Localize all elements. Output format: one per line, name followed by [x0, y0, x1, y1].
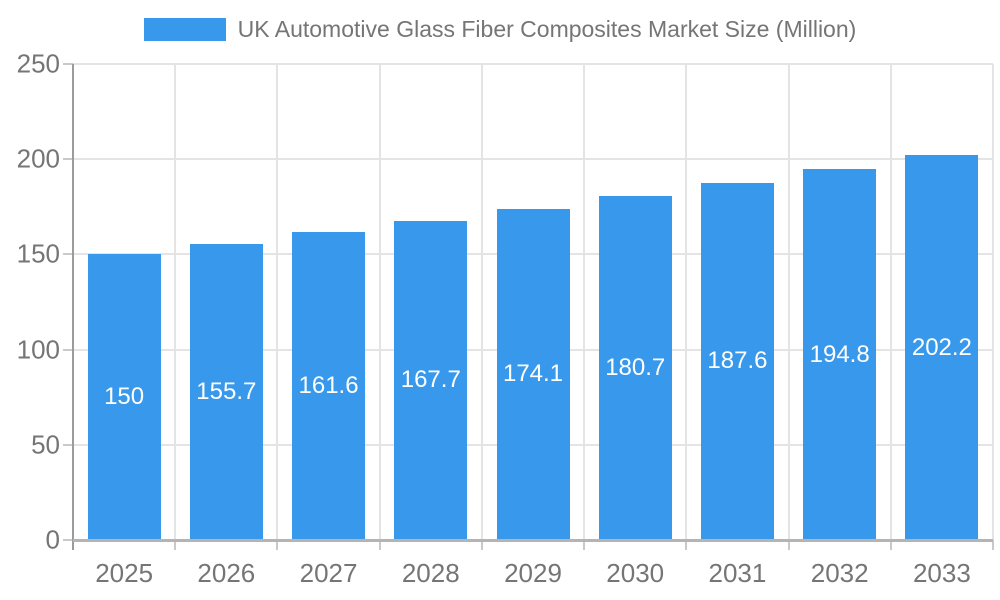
y-axis-tick-label: 100: [16, 334, 60, 365]
y-axis-tick: [63, 158, 73, 161]
bar-value-label: 187.6: [707, 347, 768, 375]
x-axis-tick: [685, 540, 688, 550]
bar-value-label: 155.7: [196, 377, 257, 405]
bar-2033: [905, 155, 979, 540]
x-gridline: [992, 64, 994, 540]
x-axis-category-label: 2030: [606, 558, 665, 588]
x-axis-category-label: 2025: [95, 558, 154, 588]
x-axis-category-label: 2032: [810, 558, 869, 588]
bar-2031: [700, 182, 774, 540]
x-gridline: [480, 64, 483, 540]
bar-value-label: 150: [104, 383, 145, 411]
x-axis-tick: [787, 540, 790, 550]
x-axis-tick: [889, 540, 892, 550]
x-axis-line: [73, 539, 993, 542]
x-axis-tick: [276, 540, 279, 550]
y-axis-tick: [63, 63, 73, 65]
bar-2029: [496, 208, 570, 540]
y-axis-tick: [63, 253, 73, 256]
bar-value-label: 174.1: [502, 360, 564, 388]
bar-value-label: 167.7: [400, 366, 461, 394]
y-axis-tick: [63, 443, 73, 446]
bar-2028: [394, 220, 468, 540]
y-axis-tick: [63, 539, 73, 541]
y-gridline: [73, 158, 993, 161]
y-axis-tick: [63, 348, 73, 351]
x-axis-category-label: 2033: [912, 558, 971, 588]
x-axis-tick: [480, 540, 483, 550]
bar-value-label: 161.6: [298, 372, 359, 400]
x-axis-category-label: 2027: [299, 558, 358, 588]
bar-value-label: 194.8: [809, 340, 870, 368]
x-gridline: [378, 64, 381, 540]
legend-swatch-icon: [143, 17, 226, 41]
x-gridline: [685, 64, 688, 540]
legend-label: UK Automotive Glass Fiber Composites Mar…: [237, 15, 857, 42]
y-axis-tick-label: 250: [16, 48, 60, 79]
x-axis-tick: [583, 540, 586, 550]
y-axis-tick-label: 0: [45, 524, 60, 555]
x-axis-tick: [992, 540, 994, 550]
bar-value-label: 202.2: [911, 333, 972, 361]
legend-item[interactable]: UK Automotive Glass Fiber Composites Mar…: [0, 12, 1000, 46]
y-axis-tick-label: 50: [31, 429, 60, 460]
y-axis-line: [72, 64, 74, 550]
bar-2027: [292, 232, 366, 540]
x-gridline: [787, 64, 790, 540]
y-gridline: [73, 63, 993, 65]
x-axis-tick: [378, 540, 381, 550]
x-gridline: [889, 64, 892, 540]
x-axis-category-label: 2026: [197, 558, 256, 588]
bar-2030: [598, 195, 672, 540]
x-axis-tick: [174, 540, 177, 550]
x-gridline: [276, 64, 279, 540]
x-gridline: [174, 64, 177, 540]
bar-2026: [189, 243, 263, 540]
y-axis-tick-label: 200: [16, 143, 60, 174]
x-axis-category-label: 2031: [708, 558, 767, 588]
x-axis-category-label: 2028: [401, 558, 460, 588]
y-axis-tick-label: 150: [16, 238, 60, 269]
x-axis-category-label: 2029: [504, 558, 562, 588]
bar-value-label: 180.7: [605, 353, 666, 381]
x-gridline: [583, 64, 586, 540]
bar-2025: [87, 254, 161, 540]
bar-2032: [803, 169, 877, 540]
